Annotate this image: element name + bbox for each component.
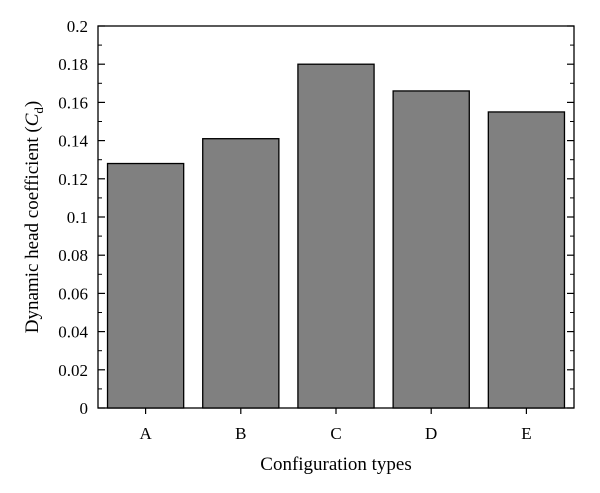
y-axis-title-prefix: Dynamic head coefficient (	[22, 126, 43, 333]
y-axis-title-suffix: )	[22, 101, 43, 107]
x-tick-label: C	[330, 424, 341, 443]
y-tick-label: 0.04	[58, 323, 88, 342]
bar-d	[392, 90, 470, 409]
bar-e	[487, 111, 566, 409]
x-tick-label: E	[521, 424, 531, 443]
y-tick-label: 0.12	[58, 170, 88, 189]
bar-c	[297, 63, 375, 409]
y-axis-ticks	[98, 25, 574, 409]
y-axis-title: Dynamic head coefficient (Cd)	[22, 101, 46, 333]
x-axis-title: Configuration types	[260, 454, 411, 475]
y-axis-title-symbol: C	[22, 113, 43, 126]
x-axis-ticks	[145, 408, 528, 414]
x-axis-tick-labels: A B C D E	[139, 424, 531, 443]
x-tick-label: A	[139, 424, 152, 443]
y-tick-label: 0.06	[58, 284, 88, 303]
y-axis-title-subscript: d	[31, 107, 46, 114]
y-tick-label: 0.2	[67, 17, 88, 36]
x-tick-label: B	[235, 424, 246, 443]
y-tick-label: 0.02	[58, 361, 88, 380]
y-tick-label: 0.14	[58, 132, 88, 151]
bar-a	[106, 162, 185, 409]
y-tick-label: 0.1	[67, 208, 88, 227]
y-axis-tick-labels: 0 0.02 0.04 0.06 0.08 0.1 0.12 0.14 0.16 0.18 0.2	[58, 17, 88, 418]
bar-b	[202, 138, 280, 409]
x-tick-label: D	[425, 424, 437, 443]
y-tick-label: 0.18	[58, 55, 88, 74]
y-tick-label: 0.08	[58, 246, 88, 265]
y-tick-label: 0.16	[58, 93, 88, 112]
bars	[106, 63, 566, 409]
y-tick-label: 0	[80, 399, 89, 418]
